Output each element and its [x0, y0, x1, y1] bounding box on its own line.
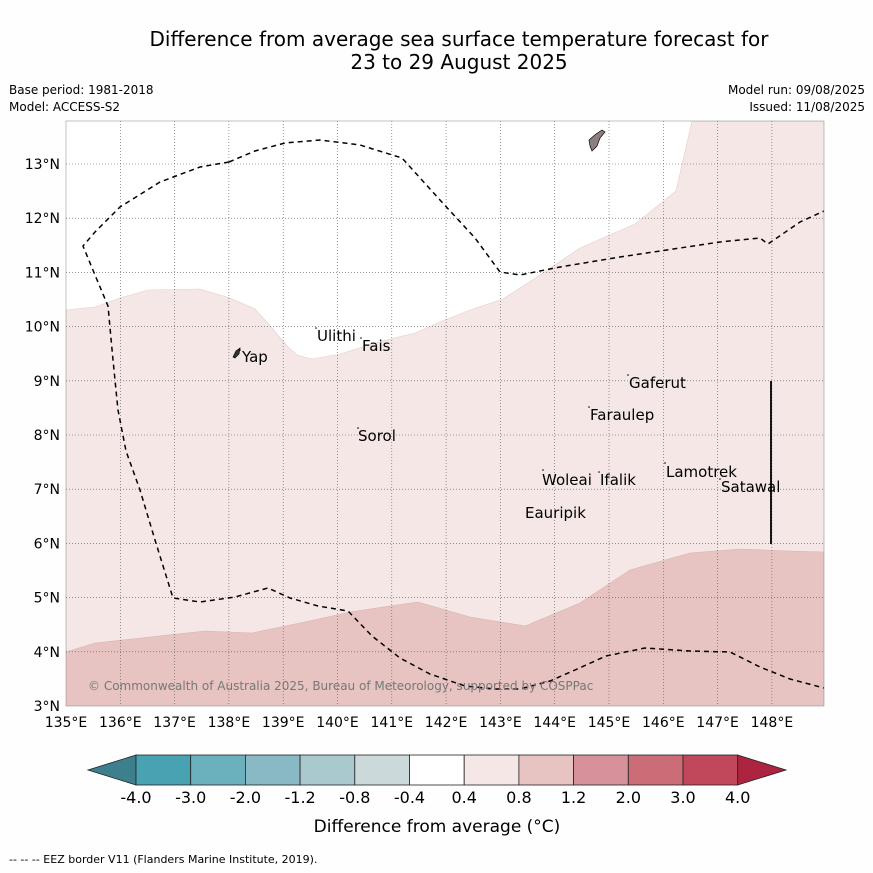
colorbar-swatch — [244, 754, 301, 786]
colorbar-tick-label: 2.0 — [616, 788, 641, 807]
latitude-labels: 3°N 4°N 5°N 6°N 7°N 8°N 9°N 10°N 11°N 12°N 13°N — [25, 157, 60, 715]
meta-left: Base period: 1981-2018 Model: ACCESS-S2 — [9, 82, 154, 116]
map-title: Difference from average sea surface temp… — [0, 28, 873, 74]
place-labels: Ulithi Fais Yap Gaferut Faraulep Sorol Woleai I… — [239, 327, 780, 522]
place-label: Satawal — [721, 478, 780, 496]
place-label: Ulithi — [317, 327, 356, 345]
longitude-label: 148°E — [751, 715, 794, 731]
place-label: Lamotrek — [666, 463, 737, 481]
island-dot — [627, 374, 629, 376]
colorbar-tick-label: -3.0 — [175, 788, 206, 807]
anomaly-band-0-4-to-0-8 — [66, 121, 824, 706]
meta-right: Model run: 09/08/2025 Issued: 11/08/2025 — [728, 82, 865, 116]
colorbar-swatches — [86, 754, 788, 786]
model-name: Model: ACCESS-S2 — [9, 100, 121, 114]
place-label: Fais — [362, 337, 391, 355]
eez-border-line — [82, 139, 824, 690]
longitude-label: 142°E — [425, 715, 468, 731]
model-run: Model run: 09/08/2025 — [727, 83, 865, 97]
island-dot — [315, 327, 317, 329]
longitude-label: 145°E — [588, 715, 631, 731]
colorbar-extend-low — [86, 754, 137, 786]
latitude-label: 6°N — [34, 536, 60, 552]
place-label: Yap — [241, 348, 268, 366]
longitude-label: 136°E — [99, 715, 142, 731]
longitude-label: 138°E — [208, 715, 251, 731]
graticule — [66, 121, 824, 706]
colorbar-tick-label: 0.8 — [506, 788, 531, 807]
colorbar-swatch — [135, 754, 192, 786]
title-line-1: Difference from average sea surface temp… — [149, 27, 769, 51]
colorbar-tick-labels: -4.0 -3.0 -2.0 -1.2 -0.8 -0.4 0.4 0.8 1.2 2.0 3.0 4… — [120, 788, 750, 807]
longitude-label: 135°E — [45, 715, 88, 731]
copyright-text: © Commonwealth of Australia 2025, Bureau… — [88, 679, 593, 693]
latitude-label: 5°N — [34, 591, 60, 607]
island-dot — [360, 337, 362, 339]
colorbar-extend-high — [737, 754, 788, 786]
colorbar-label: Difference from average (°C) — [314, 817, 561, 837]
yap-island — [232, 347, 241, 359]
island-dot — [719, 478, 721, 480]
colorbar-tick-label: -4.0 — [120, 788, 151, 807]
colorbar: -4.0 -3.0 -2.0 -1.2 -0.8 -0.4 0.4 0.8 1.2 2.0 3.0 4… — [86, 754, 788, 837]
colorbar-tick-label: -2.0 — [230, 788, 261, 807]
place-label: Gaferut — [629, 374, 686, 392]
issued-date: Issued: 11/08/2025 — [749, 100, 865, 114]
place-label: Woleai — [542, 471, 592, 489]
colorbar-tick-label: 3.0 — [670, 788, 695, 807]
longitude-label: 139°E — [262, 715, 305, 731]
island-dot — [664, 462, 666, 464]
latitude-label: 8°N — [34, 428, 60, 444]
map-frame — [65, 120, 825, 707]
anomaly-band-0-8-to-1-2 — [66, 548, 824, 706]
latitude-label: 13°N — [25, 157, 60, 173]
title-line-2: 23 to 29 August 2025 — [350, 50, 568, 74]
latitude-label: 11°N — [25, 265, 60, 281]
colorbar-swatch — [463, 754, 520, 786]
latitude-label: 4°N — [34, 645, 60, 661]
latitude-label: 9°N — [34, 374, 60, 390]
colorbar-swatch — [299, 754, 356, 786]
longitude-label: 141°E — [371, 715, 414, 731]
longitude-label: 146°E — [642, 715, 685, 731]
longitude-label: 144°E — [533, 715, 576, 731]
colorbar-tick-label: -0.8 — [339, 788, 370, 807]
longitude-label: 147°E — [696, 715, 739, 731]
island-dot — [588, 406, 590, 408]
colorbar-swatch — [682, 754, 739, 786]
colorbar-swatch — [627, 754, 684, 786]
place-label: Sorol — [358, 427, 396, 445]
colorbar-tick-label: -0.4 — [394, 788, 425, 807]
latitude-label: 3°N — [34, 699, 60, 715]
base-period: Base period: 1981-2018 — [9, 83, 154, 97]
latitude-label: 7°N — [34, 482, 60, 498]
map-panel: Ulithi Fais Yap Gaferut Faraulep Sorol Woleai I… — [25, 120, 825, 731]
colorbar-tick-label: -1.2 — [284, 788, 315, 807]
colorbar-swatch — [409, 754, 465, 786]
footnote: -- -- -- EEZ border V11 (Flanders Marine… — [9, 853, 318, 866]
guam-island — [588, 129, 606, 152]
colorbar-swatch — [518, 754, 575, 786]
island-dot — [357, 427, 359, 429]
latitude-label: 10°N — [25, 320, 60, 336]
island-dot — [542, 469, 544, 471]
colorbar-swatch — [573, 754, 629, 786]
colorbar-swatch — [190, 754, 246, 786]
place-label: Eauripik — [525, 504, 586, 522]
longitude-label: 137°E — [153, 715, 196, 731]
longitude-labels: 135°E 136°E 137°E 138°E 139°E 140°E 141°E 142°E… — [45, 715, 793, 731]
colorbar-tick-label: 4.0 — [725, 788, 750, 807]
place-label: Faraulep — [590, 406, 654, 424]
colorbar-tick-label: 0.4 — [451, 788, 476, 807]
place-label: Ifalik — [600, 471, 636, 489]
longitude-label: 140°E — [316, 715, 359, 731]
colorbar-swatch — [354, 754, 410, 786]
island-dot — [598, 471, 600, 473]
latitude-label: 12°N — [25, 211, 60, 227]
island-dot — [239, 349, 241, 351]
longitude-label: 143°E — [479, 715, 522, 731]
colorbar-tick-label: 1.2 — [561, 788, 586, 807]
